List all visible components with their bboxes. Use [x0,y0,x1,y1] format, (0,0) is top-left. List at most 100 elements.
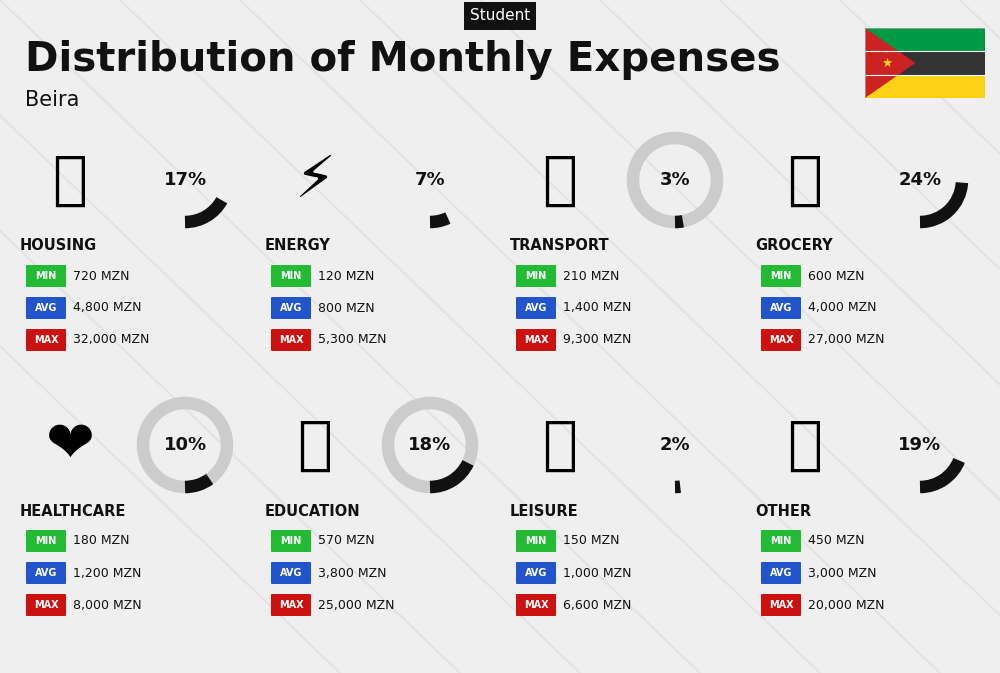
Text: ★: ★ [881,57,892,69]
Text: 32,000 MZN: 32,000 MZN [73,334,149,347]
Text: 17%: 17% [163,171,207,189]
Text: MIN: MIN [280,271,302,281]
Text: MIN: MIN [280,536,302,546]
FancyBboxPatch shape [271,297,311,319]
Text: 9,300 MZN: 9,300 MZN [563,334,631,347]
Text: Distribution of Monthly Expenses: Distribution of Monthly Expenses [25,40,780,80]
Text: 1,000 MZN: 1,000 MZN [563,567,632,579]
Polygon shape [865,28,915,98]
Bar [865,75,985,98]
Text: OTHER: OTHER [755,503,811,518]
Text: 570 MZN: 570 MZN [318,534,375,548]
Text: Student: Student [470,9,530,24]
Text: 25,000 MZN: 25,000 MZN [318,598,394,612]
Text: MAX: MAX [769,335,793,345]
Text: AVG: AVG [280,568,302,578]
FancyBboxPatch shape [271,265,311,287]
FancyBboxPatch shape [516,297,556,319]
Text: MAX: MAX [279,600,303,610]
Text: 10%: 10% [163,436,207,454]
Text: 3%: 3% [660,171,690,189]
FancyBboxPatch shape [271,530,311,552]
Text: 18%: 18% [408,436,452,454]
Text: 🚌: 🚌 [542,151,578,209]
FancyBboxPatch shape [26,329,66,351]
Text: GROCERY: GROCERY [755,238,833,254]
Text: HOUSING: HOUSING [20,238,97,254]
Text: 720 MZN: 720 MZN [73,269,130,283]
Text: 600 MZN: 600 MZN [808,269,864,283]
FancyBboxPatch shape [761,530,801,552]
Text: 180 MZN: 180 MZN [73,534,130,548]
Text: 210 MZN: 210 MZN [563,269,619,283]
FancyBboxPatch shape [761,594,801,616]
Bar [865,28,985,51]
Text: 1,200 MZN: 1,200 MZN [73,567,141,579]
FancyBboxPatch shape [271,329,311,351]
Text: 3,800 MZN: 3,800 MZN [318,567,386,579]
Text: 150 MZN: 150 MZN [563,534,620,548]
Text: AVG: AVG [770,568,792,578]
FancyBboxPatch shape [761,562,801,584]
Text: 7%: 7% [415,171,445,189]
FancyBboxPatch shape [761,329,801,351]
Text: MAX: MAX [524,335,548,345]
Text: 6,600 MZN: 6,600 MZN [563,598,631,612]
Text: MIN: MIN [35,271,57,281]
Text: 24%: 24% [898,171,942,189]
FancyBboxPatch shape [516,530,556,552]
Text: AVG: AVG [770,303,792,313]
Text: MIN: MIN [525,271,547,281]
Text: MAX: MAX [524,600,548,610]
FancyBboxPatch shape [516,562,556,584]
Text: 🛒: 🛒 [788,151,822,209]
FancyBboxPatch shape [761,297,801,319]
Text: ⚡: ⚡ [294,151,336,209]
Text: 20,000 MZN: 20,000 MZN [808,598,885,612]
FancyBboxPatch shape [26,297,66,319]
Text: AVG: AVG [525,303,547,313]
Text: 🏙: 🏙 [52,151,88,209]
Text: MAX: MAX [769,600,793,610]
Text: 4,000 MZN: 4,000 MZN [808,302,876,314]
Text: TRANSPORT: TRANSPORT [510,238,610,254]
Text: MAX: MAX [279,335,303,345]
FancyBboxPatch shape [271,594,311,616]
Text: MIN: MIN [525,536,547,546]
Bar [865,51,985,75]
Text: Beira: Beira [25,90,79,110]
Text: ❤: ❤ [46,417,94,474]
Text: MAX: MAX [34,600,58,610]
Text: 800 MZN: 800 MZN [318,302,375,314]
Text: MIN: MIN [35,536,57,546]
Text: AVG: AVG [525,568,547,578]
FancyBboxPatch shape [26,265,66,287]
Text: AVG: AVG [35,568,57,578]
Text: 👜: 👜 [788,417,822,474]
FancyBboxPatch shape [516,329,556,351]
Text: 8,000 MZN: 8,000 MZN [73,598,142,612]
FancyBboxPatch shape [26,530,66,552]
Text: 19%: 19% [898,436,942,454]
Text: 120 MZN: 120 MZN [318,269,374,283]
Text: MAX: MAX [34,335,58,345]
FancyBboxPatch shape [761,265,801,287]
Text: AVG: AVG [35,303,57,313]
FancyBboxPatch shape [26,562,66,584]
Text: ENERGY: ENERGY [265,238,331,254]
Text: 5,300 MZN: 5,300 MZN [318,334,386,347]
Text: 1,400 MZN: 1,400 MZN [563,302,631,314]
Text: 27,000 MZN: 27,000 MZN [808,334,885,347]
Text: 2%: 2% [660,436,690,454]
Text: HEALTHCARE: HEALTHCARE [20,503,126,518]
FancyBboxPatch shape [516,594,556,616]
Text: MIN: MIN [770,536,792,546]
FancyBboxPatch shape [516,265,556,287]
FancyBboxPatch shape [26,594,66,616]
Text: AVG: AVG [280,303,302,313]
Text: LEISURE: LEISURE [510,503,579,518]
Text: 🛍: 🛍 [542,417,578,474]
Text: 🎓: 🎓 [298,417,332,474]
Text: 4,800 MZN: 4,800 MZN [73,302,142,314]
Text: 3,000 MZN: 3,000 MZN [808,567,876,579]
